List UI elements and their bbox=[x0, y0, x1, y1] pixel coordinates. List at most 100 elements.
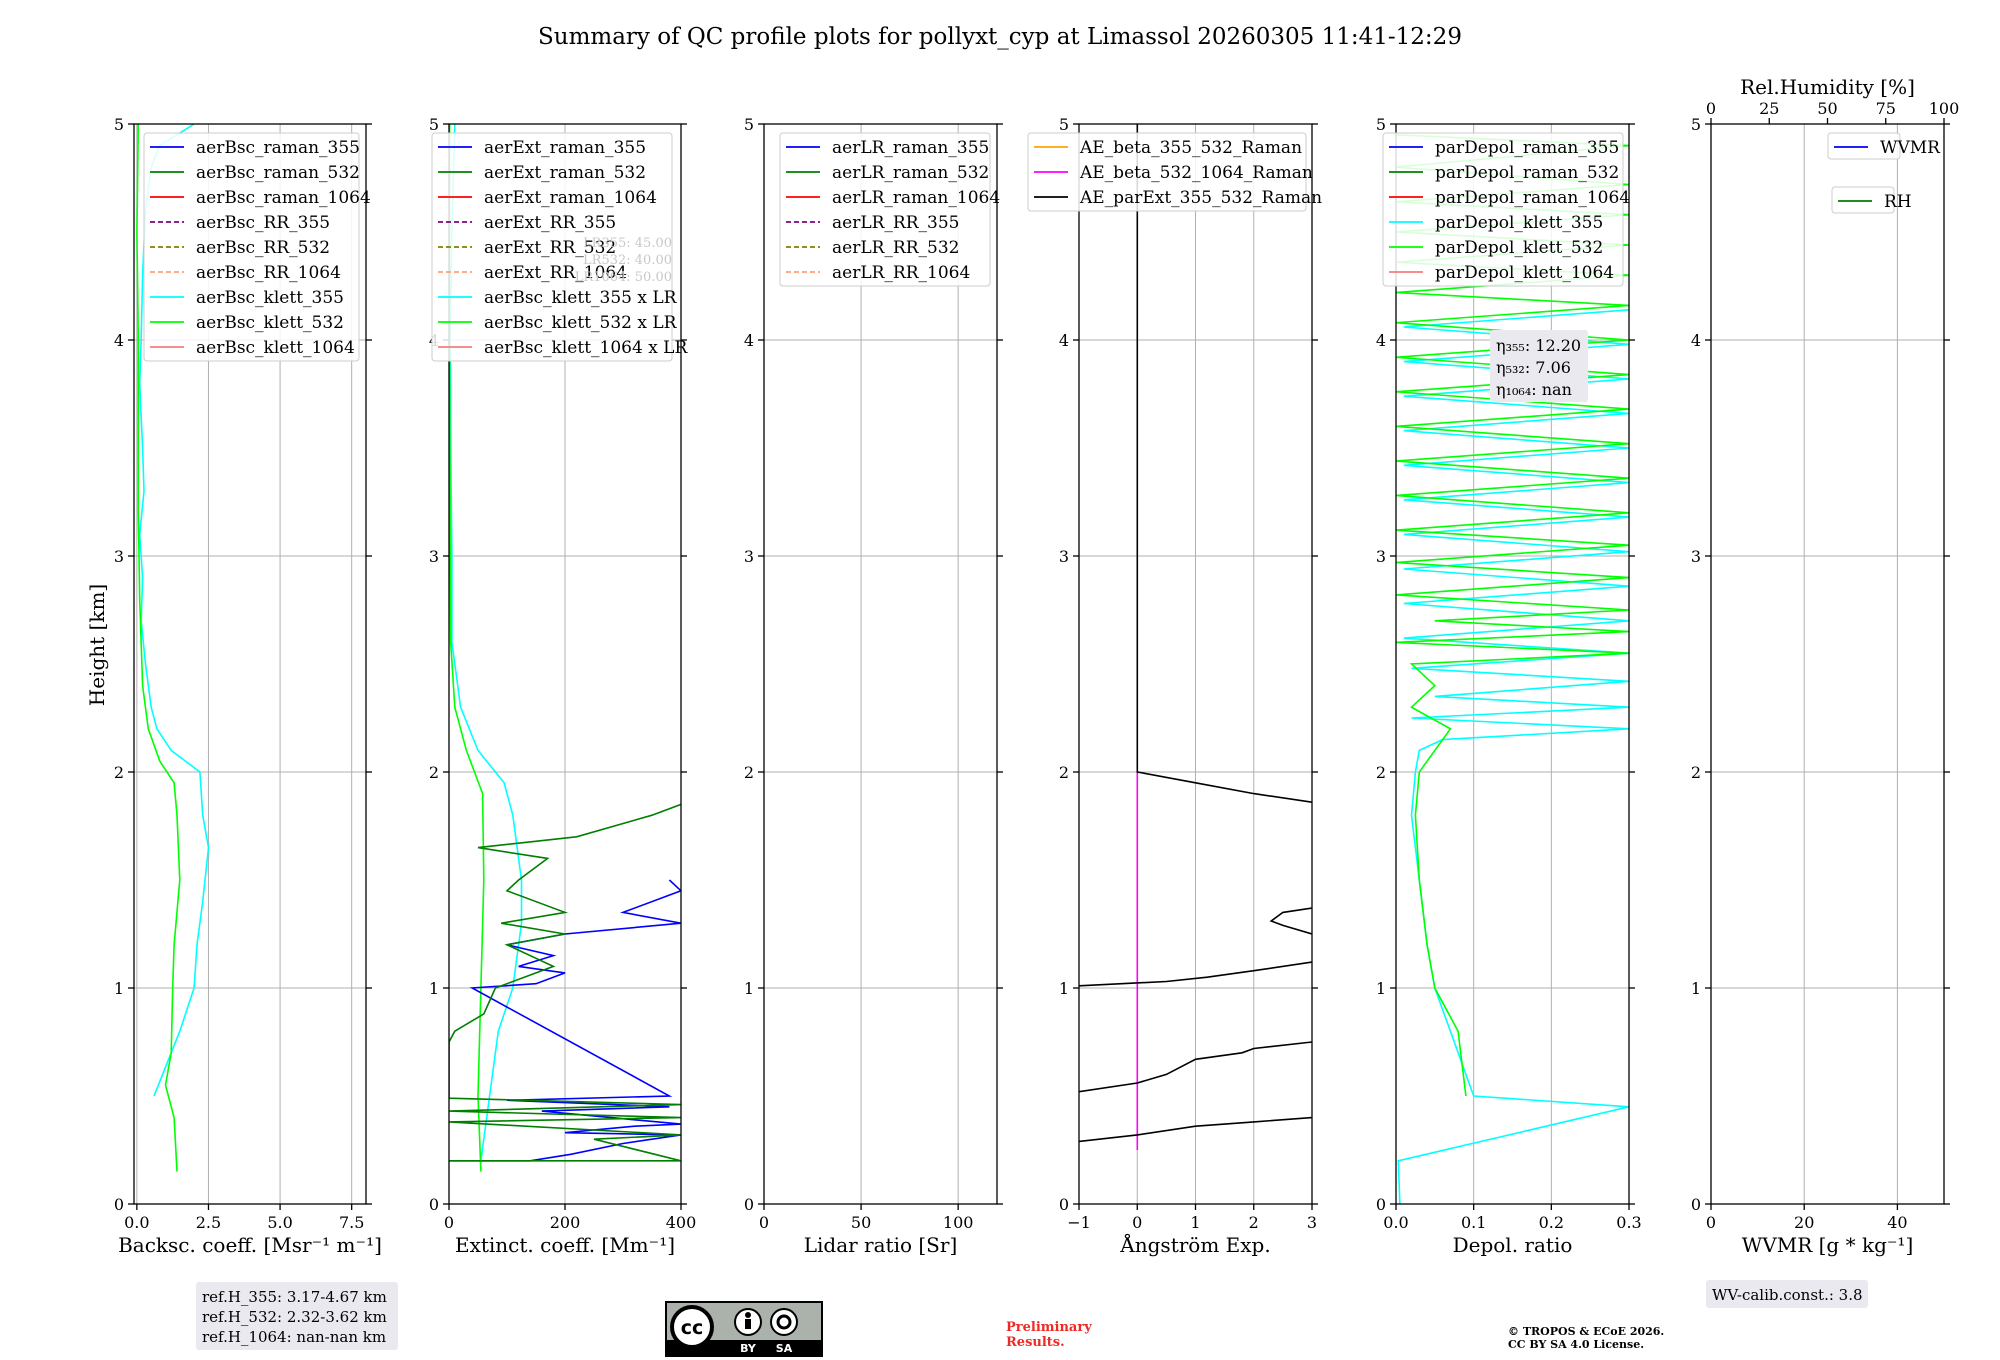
y-tick-label: 5 bbox=[744, 115, 754, 134]
y-tick-label: 3 bbox=[744, 547, 754, 566]
legend-label: AE_beta_355_532_Raman bbox=[1079, 138, 1302, 158]
x-tick-label: 0 bbox=[1132, 1213, 1142, 1232]
y-tick-label: 3 bbox=[1059, 547, 1069, 566]
by-label: BY bbox=[740, 1342, 757, 1355]
y-tick-label: 2 bbox=[1059, 763, 1069, 782]
x-tick-label: 50 bbox=[851, 1213, 871, 1232]
copyright-line-1: © TROPOS & ECoE 2026. bbox=[1508, 1325, 1664, 1338]
legend-label: aerExt_RR_532 bbox=[484, 238, 616, 258]
axes-frame bbox=[1710, 123, 1945, 1205]
series-aerBsc_klett_532 x LR bbox=[449, 124, 485, 1172]
x-axis-label: Depol. ratio bbox=[1453, 1233, 1573, 1257]
series-AE_parExt_355_532_Raman bbox=[1136, 124, 1312, 803]
legend-box bbox=[1827, 132, 1901, 160]
eta-value: η₅₃₂: 7.06 bbox=[1496, 358, 1571, 377]
legend-label: aerLR_raman_532 bbox=[832, 163, 989, 183]
legend-label: aerBsc_RR_355 bbox=[196, 213, 330, 233]
y-tick-label: 0 bbox=[1059, 1195, 1069, 1214]
y-tick-label: 2 bbox=[744, 763, 754, 782]
x-tick-label: 2.5 bbox=[196, 1213, 221, 1232]
legend-label: aerBsc_raman_355 bbox=[196, 138, 360, 158]
legend-label: WVMR bbox=[1880, 138, 1941, 158]
x-tick-label: 200 bbox=[550, 1213, 581, 1232]
sa-label: SA bbox=[776, 1342, 793, 1355]
chart-panel-wv: 0 20 40 0 1 2 3 4 5 WVMR [g * kg⁻¹] Rel.Humidity [… bbox=[1691, 75, 1959, 1257]
y-tick-label: 1 bbox=[744, 979, 754, 998]
cc-logo-icon bbox=[670, 1305, 714, 1349]
x-tick-label: 7.5 bbox=[339, 1213, 364, 1232]
legend-label: aerLR_raman_355 bbox=[832, 138, 989, 158]
chart-panel-ext: 0200400012345Extinct. coeff. [Mm⁻¹]aerEx… bbox=[429, 115, 696, 1257]
top-tick-label: 75 bbox=[1876, 99, 1896, 118]
legend-label: aerBsc_klett_532 x LR bbox=[484, 313, 678, 333]
y-tick-label: 3 bbox=[1691, 547, 1701, 566]
x-tick-label: 0 bbox=[759, 1213, 769, 1232]
x-tick-label: 20 bbox=[1794, 1213, 1814, 1232]
y-tick-label: 5 bbox=[429, 115, 439, 134]
y-tick-label: 1 bbox=[1059, 979, 1069, 998]
legend-label: aerBsc_RR_532 bbox=[196, 238, 330, 258]
legend-label: parDepol_raman_355 bbox=[1435, 138, 1619, 158]
x-tick-label: 0.1 bbox=[1461, 1213, 1486, 1232]
legend-label: AE_parExt_355_532_Raman bbox=[1079, 188, 1322, 208]
top-tick-label: 25 bbox=[1759, 99, 1779, 118]
series-AE_parExt_355_532_Raman_c bbox=[1269, 907, 1312, 935]
series-aerBsc_klett_355 bbox=[138, 124, 210, 1097]
y-tick-label: 1 bbox=[429, 979, 439, 998]
legend-label: aerBsc_klett_1064 x LR bbox=[484, 338, 688, 358]
legend-label: aerBsc_klett_532 bbox=[196, 313, 344, 333]
y-tick-label: 1 bbox=[1691, 979, 1701, 998]
legend-label: aerBsc_RR_1064 bbox=[196, 263, 341, 283]
y-tick-label: 4 bbox=[114, 331, 124, 350]
legend-label: parDepol_raman_532 bbox=[1435, 163, 1619, 183]
legend-box bbox=[143, 132, 360, 362]
y-tick-label: 4 bbox=[1059, 331, 1069, 350]
y-tick-label: 2 bbox=[1376, 763, 1386, 782]
legend-label: aerLR_raman_1064 bbox=[832, 188, 1000, 208]
y-tick-label: 5 bbox=[114, 115, 124, 134]
y-tick-label: 2 bbox=[429, 763, 439, 782]
y-tick-label: 0 bbox=[744, 1195, 754, 1214]
x-tick-label: 3 bbox=[1307, 1213, 1317, 1232]
axes-frame bbox=[1395, 123, 1630, 1205]
y-tick-label: 4 bbox=[1691, 331, 1701, 350]
legend-label: parDepol_klett_532 bbox=[1435, 238, 1603, 258]
legend-label: aerBsc_raman_532 bbox=[196, 163, 360, 183]
x-tick-label: 0.2 bbox=[1539, 1213, 1564, 1232]
y-tick-label: 2 bbox=[114, 763, 124, 782]
legend-label: parDepol_klett_1064 bbox=[1435, 263, 1614, 283]
ref-height-1064: ref.H_1064: nan-nan km bbox=[202, 1328, 386, 1346]
y-tick-label: 0 bbox=[1691, 1195, 1701, 1214]
y-tick-label: 0 bbox=[114, 1195, 124, 1214]
legend-label: aerExt_raman_1064 bbox=[484, 188, 657, 208]
legend-label: aerLR_RR_532 bbox=[832, 238, 959, 258]
figure-title: Summary of QC profile plots for pollyxt_… bbox=[538, 24, 1462, 50]
legend-label: aerBsc_klett_355 bbox=[196, 288, 344, 308]
ref-height-box: ref.H_355: 3.17-4.67 km ref.H_532: 2.32-… bbox=[196, 1282, 398, 1350]
legend-label: parDepol_klett_355 bbox=[1435, 213, 1603, 233]
x-tick-label: 0 bbox=[1706, 1213, 1716, 1232]
cc-logo-text: cc bbox=[681, 1317, 704, 1339]
y-tick-label: 3 bbox=[429, 547, 439, 566]
series-aerExt_raman_532 bbox=[449, 803, 681, 1162]
axes-frame bbox=[763, 123, 998, 1205]
wv-calib-text: WV-calib.const.: 3.8 bbox=[1712, 1286, 1863, 1304]
y-tick-label: 5 bbox=[1376, 115, 1386, 134]
legend-label: aerExt_RR_355 bbox=[484, 213, 616, 233]
x-tick-label: 0.3 bbox=[1616, 1213, 1641, 1232]
ref-height-355: ref.H_355: 3.17-4.67 km bbox=[202, 1288, 387, 1306]
legend-label: aerBsc_raman_1064 bbox=[196, 188, 371, 208]
series-AE_parExt_355_532_Raman_b bbox=[1079, 961, 1312, 987]
x-tick-label: 0.0 bbox=[124, 1213, 149, 1232]
eta-value: η₁₀₆₄: nan bbox=[1496, 380, 1572, 399]
legend-label: AE_beta_532_1064_Raman bbox=[1079, 163, 1313, 183]
x-tick-label: 2 bbox=[1249, 1213, 1259, 1232]
top-tick-label: 100 bbox=[1929, 99, 1960, 118]
series-AE_parExt_355_532_Raman_e bbox=[1079, 1116, 1312, 1143]
x-tick-label: −1 bbox=[1067, 1213, 1091, 1232]
legend-label: aerBsc_klett_355 x LR bbox=[484, 288, 678, 308]
y-axis-label: Height [km] bbox=[85, 584, 109, 706]
cc-by-sa-badge: cc BY SA bbox=[665, 1301, 823, 1357]
legend-label: aerLR_RR_355 bbox=[832, 213, 959, 233]
